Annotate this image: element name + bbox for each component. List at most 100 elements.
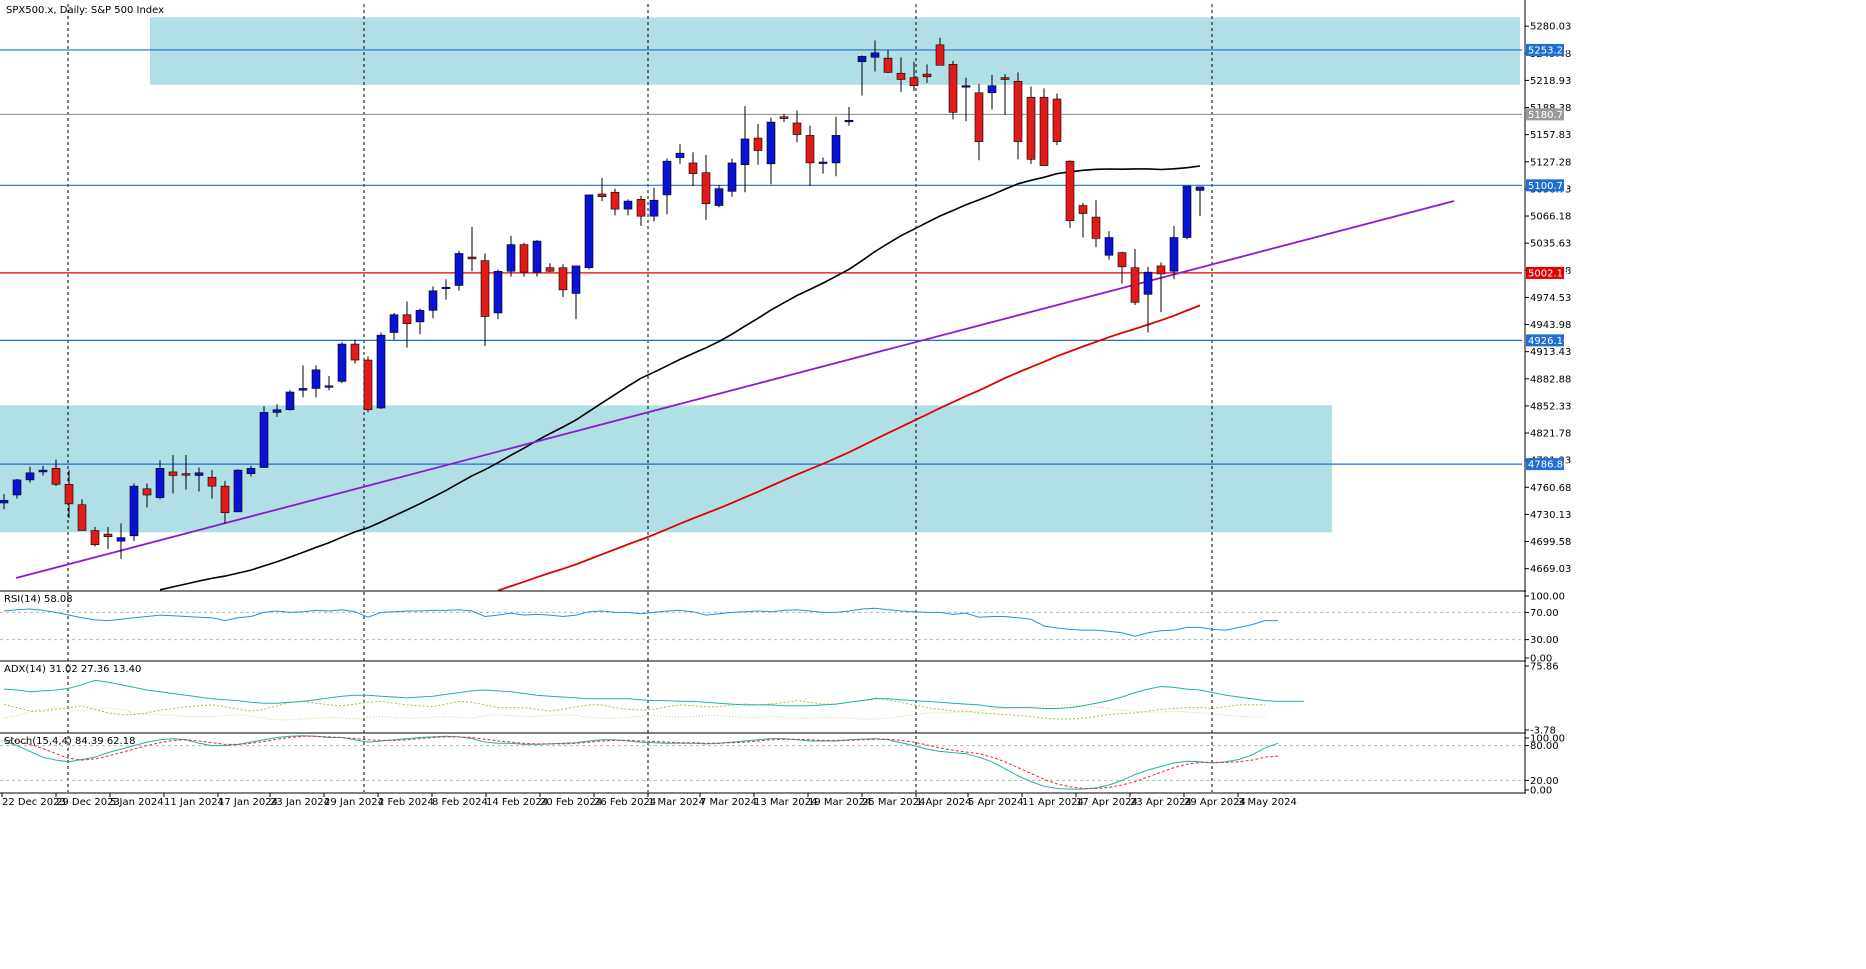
support-zone (0, 405, 1332, 533)
candle-body (1182, 185, 1192, 238)
candle-body (545, 267, 555, 272)
candle-body (948, 64, 958, 113)
candle-body (155, 468, 165, 498)
rsi-tick-label: 100.00 (1530, 592, 1565, 603)
candle-body (727, 162, 737, 192)
adx-main-line (3, 679, 1304, 709)
candle-body (623, 200, 633, 210)
x-tick-label: 29 Apr 2024 (1184, 797, 1246, 808)
candle-body (935, 44, 945, 66)
candle-body (272, 409, 282, 413)
candle-body (363, 359, 373, 411)
candle-body (103, 533, 113, 538)
candle-body (805, 135, 815, 164)
candle-body (961, 85, 971, 88)
rsi-tick-label: 30.00 (1530, 635, 1559, 646)
y-tick-label: 4699.58 (1530, 537, 1571, 548)
candle-body (857, 56, 867, 63)
candle-body (987, 85, 997, 94)
candle-body (1104, 237, 1114, 256)
candle-body (1000, 77, 1010, 80)
stoch-tick-label: 80.00 (1530, 741, 1559, 752)
candle-body (753, 137, 763, 151)
candle-body (779, 116, 789, 119)
candle-body (129, 485, 139, 537)
candle-body (701, 172, 711, 205)
price-levels-layer (0, 49, 1522, 465)
x-tick-label: 20 Feb 2024 (540, 797, 602, 808)
x-tick-label: 22 Dec 2023 (2, 797, 66, 808)
candle-body (766, 121, 776, 165)
y-tick-label: 4974.53 (1530, 293, 1571, 304)
candle-body (90, 530, 100, 546)
price-badge (1526, 334, 1564, 347)
stoch-tick-label: 100.00 (1530, 734, 1565, 745)
candle-body (1078, 205, 1088, 214)
candle-body (1156, 265, 1166, 275)
candle-body (558, 267, 568, 291)
adx-tick-label: -3.78 (1530, 726, 1556, 737)
candle-body (324, 385, 334, 388)
candle-body (402, 314, 412, 324)
candle-body (12, 479, 22, 496)
x-tick-label: 5 Apr 2024 (968, 797, 1023, 808)
candle-body (311, 369, 321, 389)
candle-body (1013, 80, 1023, 142)
x-tick-label: 8 Feb 2024 (432, 797, 488, 808)
candle-body (1091, 216, 1101, 239)
price-badge-label: 5100.77 (1528, 181, 1569, 192)
y-tick-label: 5280.03 (1530, 22, 1571, 33)
y-tick-label: 5035.63 (1530, 239, 1571, 250)
y-tick-label: 5218.93 (1530, 76, 1571, 87)
candle-body (207, 476, 217, 487)
candle-body (480, 260, 490, 317)
x-tick-label: 11 Jan 2024 (164, 797, 224, 808)
x-tick-label: 23 Apr 2024 (1130, 797, 1192, 808)
ma-black-line (159, 165, 1201, 591)
candle-body (77, 504, 87, 531)
x-tick-label: 17 Apr 2024 (1076, 797, 1138, 808)
x-tick-label: 2 Feb 2024 (378, 797, 434, 808)
price-badge-label: 4926.16 (1528, 336, 1569, 347)
candle-body (688, 162, 698, 174)
candle-body (415, 310, 425, 323)
candle-body (1130, 267, 1140, 303)
candle-body (259, 412, 269, 468)
x-tick-label: 19 Mar 2024 (808, 797, 871, 808)
candle-body (636, 199, 646, 217)
x-tick-label: 26 Feb 2024 (594, 797, 656, 808)
y-tick-label: 4882.88 (1530, 374, 1571, 385)
candle-body (519, 244, 529, 273)
candle-body (389, 314, 399, 333)
axes-layer: 5280.035249.485218.935188.385157.835127.… (1, 22, 1571, 808)
candle-body (1195, 186, 1205, 191)
price-badge (1526, 108, 1564, 121)
x-tick-label: 25 Mar 2024 (862, 797, 925, 808)
x-tick-label: 29 Jan 2024 (324, 797, 384, 808)
stoch-k-line (3, 735, 1279, 790)
y-tick-label: 4852.33 (1530, 401, 1571, 412)
candle-body (610, 191, 620, 210)
candle-body (896, 72, 906, 80)
candle-body (740, 138, 750, 166)
candle-body (454, 253, 464, 286)
candle-body (818, 161, 828, 164)
candle-body (506, 244, 516, 272)
candle-body (1052, 98, 1062, 142)
x-tick-label: 11 Apr 2024 (1022, 797, 1084, 808)
x-tick-label: 17 Jan 2024 (218, 797, 278, 808)
candle-body (233, 469, 243, 513)
price-badge (1526, 179, 1564, 192)
price-badge (1526, 266, 1564, 279)
candle-body (298, 388, 308, 391)
candle-body (441, 286, 451, 290)
candle-body (116, 537, 126, 542)
candle-body (532, 240, 542, 273)
price-badge (1526, 43, 1564, 56)
candle-body (974, 92, 984, 142)
price-badge-label: 5002.13 (1528, 268, 1569, 279)
y-tick-label: 5066.18 (1530, 212, 1571, 223)
y-tick-label: 4669.03 (1530, 564, 1571, 575)
y-tick-label: 4821.78 (1530, 429, 1571, 440)
indicator-lines-layer (3, 165, 1455, 790)
